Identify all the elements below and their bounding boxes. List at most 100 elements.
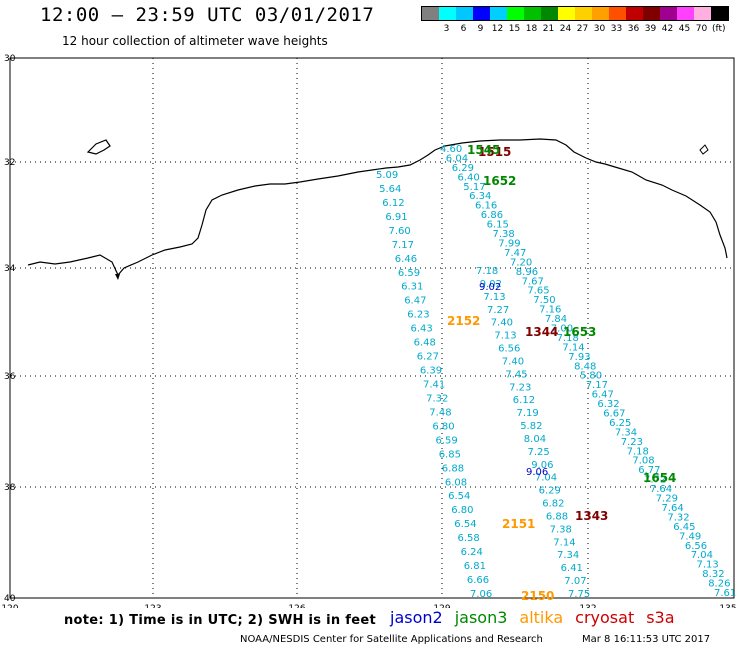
lon-tick-120: 120: [1, 604, 18, 608]
swh-value: 7.14: [562, 342, 584, 353]
swh-value: 5.64: [379, 184, 401, 195]
swh-value: 7.23: [509, 382, 531, 393]
swh-value: 7.99: [498, 239, 520, 250]
swh-value: 9.06: [531, 460, 553, 471]
swh-value: 7.13: [483, 292, 505, 303]
swh-value: 7.60: [389, 226, 411, 237]
swh-value: 7.13: [697, 560, 719, 571]
swh-value: 8.26: [708, 579, 730, 590]
swh-value: 7.07: [564, 576, 586, 587]
legend-swatch: [456, 7, 473, 20]
lon-tick-132: 132: [579, 604, 596, 608]
pass-label: 2150: [521, 589, 554, 603]
swh-value: 6.23: [407, 310, 429, 321]
swh-value: 6.80: [432, 421, 454, 432]
swh-value: 7.50: [533, 295, 555, 306]
swh-value: 8.48: [574, 361, 596, 372]
swh-value: 7.17: [392, 240, 414, 251]
satellite-legend: jason2 jason3 altika cryosat s3a: [390, 608, 687, 627]
swh-value: 7.84: [545, 314, 567, 325]
swh-value: 6.08: [445, 477, 467, 488]
swh-value: 8.32: [702, 569, 724, 580]
pass-label: 2151: [502, 517, 535, 531]
swh-value: 7.64: [662, 503, 684, 514]
swh-value: 7.13: [494, 331, 516, 342]
legend-ticks: 3 6 9 12 15 18 21 24 27 30 33 36 39 42 45 70 (ft): [421, 24, 729, 34]
swh-value: 7.40: [491, 318, 513, 329]
track-layer: 5.09 5.64 6.12 6.91 7.60 7.17 6.46 6.59 6.31 6.47…: [376, 144, 736, 600]
satellite-label-cryosat: cryosat: [575, 608, 635, 627]
swh-value: 6.12: [513, 395, 535, 406]
footer-note: note: 1) Time is in UTC; 2) SWH is in fe…: [64, 613, 376, 628]
swh-value: 6.86: [481, 210, 503, 221]
swh-value: 7.18: [557, 333, 579, 344]
swh-value: 7.75: [568, 589, 590, 600]
swh-value: 7.06: [470, 589, 492, 600]
legend-tick-label: 9: [477, 24, 484, 34]
pass-label: 2152: [447, 314, 480, 328]
credit-text: NOAA/NESDIS Center for Satellite Applica…: [240, 634, 543, 645]
swh-value: 7.19: [517, 408, 539, 419]
swh-value: 6.58: [458, 533, 480, 544]
satellite-label-jason3: jason3: [454, 608, 508, 627]
swh-value: 6.32: [597, 399, 619, 410]
swh-value: 7.04: [691, 550, 713, 561]
swh-value: 7.64: [650, 484, 672, 495]
swh-value: 6.12: [382, 198, 404, 209]
swh-value: 4.60: [440, 144, 462, 155]
swh-value: 7.61: [714, 588, 736, 599]
legend-tick-label: 3: [443, 24, 450, 34]
swh-value: 7.45: [505, 369, 527, 380]
swh-value: 6.40: [458, 172, 480, 183]
swh-value: 6.59: [436, 435, 458, 446]
swh-value: 5.17: [463, 182, 485, 193]
swh-value: 6.88: [546, 512, 568, 523]
swh-value: 5.82: [520, 421, 542, 432]
plot-frame: [9, 57, 735, 599]
swh-value: 7.38: [493, 229, 515, 240]
swh-value: 6.31: [401, 282, 423, 293]
lat-tick-labels: 30 32 34 36 38 40: [4, 54, 16, 604]
swh-value: 6.41: [561, 563, 583, 574]
lon-tick-labels: 120 123 126 129 132 135: [1, 604, 736, 608]
swh-value: 6.25: [609, 418, 631, 429]
legend-tick-label: 30: [593, 24, 606, 34]
swh-value: 9.02: [480, 279, 502, 290]
color-legend: 3 6 9 12 15 18 21 24 27 30 33 36 39 42 45 70 (ft): [421, 6, 729, 34]
pass-label: 1653: [563, 325, 596, 339]
satellite-label-altika: altika: [519, 608, 564, 627]
lon-tick-123: 123: [144, 604, 161, 608]
swh-value: 5.09: [376, 170, 398, 181]
swh-value: 6.39: [420, 366, 442, 377]
swh-value: 6.43: [411, 324, 433, 335]
swh-value: 7.34: [557, 550, 579, 561]
generated-timestamp: Mar 8 16:11:53 UTC 2017: [582, 634, 711, 645]
legend-tick-label: 6: [460, 24, 467, 34]
swh-value: 6.48: [414, 338, 436, 349]
swh-value: 6.88: [442, 463, 464, 474]
swh-value: 7.20: [510, 257, 532, 268]
legend-unit: (ft): [712, 24, 726, 34]
swh-value: 6.47: [404, 296, 426, 307]
legend-swatch: [473, 7, 490, 20]
swh-value: 6.29: [452, 163, 474, 174]
lat-tick-30: 30: [4, 54, 16, 64]
legend-swatch: [490, 7, 507, 20]
legend-tick-label: 42: [661, 24, 674, 34]
lat-tick-38: 38: [4, 483, 16, 493]
pass-label: 1515: [478, 145, 511, 159]
swh-value: 6.56: [685, 541, 707, 552]
legend-tick-label: 36: [627, 24, 640, 34]
wave-height-map: 30 32 34 36 38 40 120 123 126 129 132 13…: [1, 54, 736, 608]
lat-tick-36: 36: [4, 372, 16, 382]
swh-value-highlight: 9.06: [526, 467, 548, 478]
swh-value: 7.18: [476, 266, 498, 277]
swh-value: 6.46: [395, 254, 417, 265]
pass-label: 1344: [525, 325, 558, 339]
swh-value: 8.04: [524, 434, 546, 445]
swh-value: 6.54: [448, 491, 470, 502]
swh-value: 6.16: [475, 201, 497, 212]
swh-value: 6.67: [603, 409, 625, 420]
swh-value: 7.72: [644, 475, 666, 486]
